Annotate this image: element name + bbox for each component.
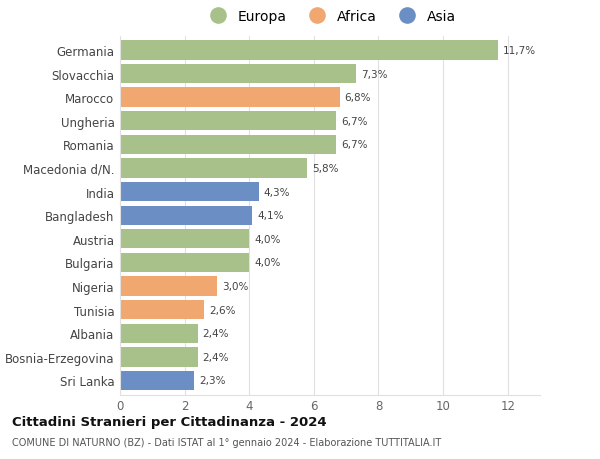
Text: 2,3%: 2,3% xyxy=(199,375,226,386)
Bar xyxy=(120,324,197,343)
Bar xyxy=(120,135,337,155)
Bar xyxy=(120,253,249,273)
Text: 6,7%: 6,7% xyxy=(341,117,368,127)
Text: 2,4%: 2,4% xyxy=(202,352,229,362)
Text: 4,0%: 4,0% xyxy=(254,258,280,268)
Bar xyxy=(120,206,253,225)
Bar xyxy=(120,159,307,178)
Bar xyxy=(120,371,194,390)
Text: 3,0%: 3,0% xyxy=(222,281,248,291)
Text: 4,3%: 4,3% xyxy=(264,187,290,197)
Text: 11,7%: 11,7% xyxy=(503,46,536,56)
Text: 7,3%: 7,3% xyxy=(361,69,387,79)
Text: Cittadini Stranieri per Cittadinanza - 2024: Cittadini Stranieri per Cittadinanza - 2… xyxy=(12,415,326,428)
Text: 5,8%: 5,8% xyxy=(312,163,339,174)
Bar xyxy=(120,41,498,61)
Legend: Europa, Africa, Asia: Europa, Africa, Asia xyxy=(205,10,455,23)
Bar xyxy=(120,277,217,296)
Text: 4,1%: 4,1% xyxy=(257,211,284,221)
Text: 2,4%: 2,4% xyxy=(202,329,229,338)
Bar xyxy=(120,347,197,367)
Text: 6,7%: 6,7% xyxy=(341,140,368,150)
Bar xyxy=(120,183,259,202)
Text: COMUNE DI NATURNO (BZ) - Dati ISTAT al 1° gennaio 2024 - Elaborazione TUTTITALIA: COMUNE DI NATURNO (BZ) - Dati ISTAT al 1… xyxy=(12,437,441,447)
Bar xyxy=(120,88,340,107)
Bar xyxy=(120,300,204,319)
Bar xyxy=(120,112,337,131)
Bar xyxy=(120,230,249,249)
Bar xyxy=(120,65,356,84)
Text: 4,0%: 4,0% xyxy=(254,234,280,244)
Text: 6,8%: 6,8% xyxy=(344,93,371,103)
Text: 2,6%: 2,6% xyxy=(209,305,235,315)
